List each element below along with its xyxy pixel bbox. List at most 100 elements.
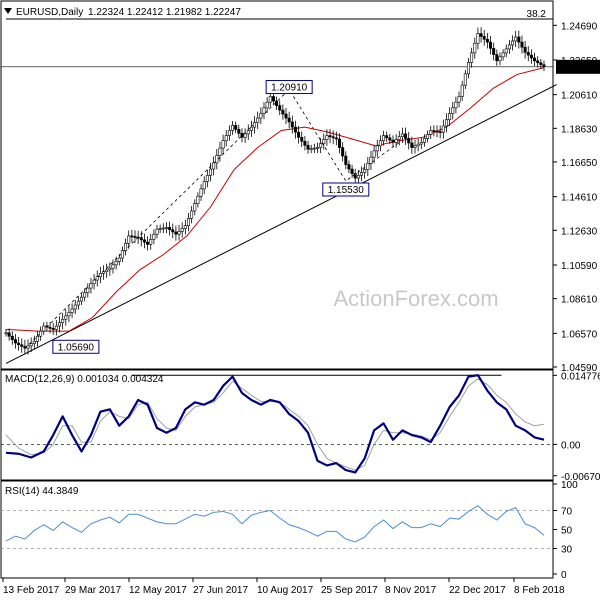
candle-body: [139, 237, 143, 241]
candle-body: [293, 126, 297, 133]
candle-body: [259, 113, 263, 119]
candle-body: [422, 138, 426, 143]
candle-body: [193, 203, 197, 212]
candle-body: [29, 343, 33, 347]
candle-body: [520, 41, 524, 48]
candle-body: [303, 140, 307, 146]
candle-body: [319, 143, 323, 148]
candle-body: [435, 130, 439, 133]
candle-body: [400, 133, 404, 138]
candle-body: [378, 140, 382, 147]
y-tick-label: 70: [561, 507, 573, 518]
candle-body: [20, 344, 24, 347]
candle-body: [281, 109, 285, 115]
candle-body: [249, 126, 253, 131]
candle-body: [312, 147, 316, 150]
annotation-label: 1.05690: [58, 342, 95, 353]
candle-body: [457, 96, 461, 103]
candle-body: [4, 332, 8, 335]
candle-body: [444, 119, 448, 127]
candle-body: [174, 231, 178, 235]
candle-body: [353, 173, 357, 179]
candle-body: [209, 168, 213, 176]
candle-body: [89, 283, 93, 289]
candle-body: [23, 346, 27, 349]
candle-body: [344, 155, 348, 165]
candle-body: [542, 64, 546, 68]
candle-body: [10, 335, 14, 340]
candle-body: [356, 174, 360, 179]
candle-body: [224, 135, 228, 142]
y-tick-label: -0.006705: [561, 472, 600, 483]
candle-body: [180, 228, 184, 232]
candle-body: [48, 326, 52, 329]
candle-body: [470, 52, 474, 63]
annotation-label: 1.15530: [328, 185, 365, 196]
macd-title: MACD(12,26,9) 0.001034 0.004324: [5, 374, 164, 385]
annotation-box: [52, 339, 100, 354]
candle-body: [136, 236, 140, 239]
candle-body: [70, 308, 74, 313]
candle-body: [32, 341, 36, 344]
y-tick-label: 1.08610: [561, 295, 598, 306]
y-tick-label: 50: [561, 526, 573, 537]
candle-body: [328, 135, 332, 138]
candle-body: [161, 227, 165, 230]
candle-body: [382, 135, 386, 142]
candle-body: [98, 273, 102, 278]
candle-body: [86, 287, 90, 293]
candle-body: [429, 130, 433, 135]
price-y-axis: 1.246901.226501.206101.186301.166501.146…: [553, 21, 600, 374]
candle-body: [102, 271, 106, 274]
candle-body: [473, 42, 477, 54]
y-tick-label: 0.014776: [561, 371, 600, 382]
candle-body: [441, 125, 445, 133]
candle-body: [190, 210, 194, 219]
last-price-badge: [556, 59, 600, 74]
candle-body: [369, 156, 373, 164]
candle-body: [482, 36, 486, 40]
annotation-box: [322, 182, 370, 197]
candle-body: [13, 339, 17, 344]
price-frame: [0, 0, 554, 370]
candle-body: [315, 147, 319, 149]
trendline: [5, 84, 557, 364]
x-tick-label: 12 May 2017: [129, 585, 187, 596]
x-tick-label: 13 Feb 2017: [3, 585, 60, 596]
macd-y-axis: 0.014776 0.00 -0.006705: [553, 371, 600, 483]
candle-body: [149, 239, 153, 245]
candle-body: [460, 84, 464, 97]
candle-body: [35, 335, 39, 342]
candle-body: [240, 133, 244, 138]
y-tick-label: 1.10590: [561, 261, 598, 272]
y-tick-label: 1.20610: [561, 91, 598, 102]
candle-body: [426, 134, 430, 139]
x-axis: 13 Feb 2017 29 Mar 2017 12 May 2017 27 Jun …: [2, 578, 565, 596]
x-tick-label: 8 Nov 2017: [385, 585, 437, 596]
candle-body: [337, 138, 341, 148]
candle-body: [105, 269, 109, 272]
candle-body: [73, 304, 77, 310]
candle-body: [83, 292, 87, 298]
candle-body: [397, 136, 401, 140]
y-tick-label: 1.16650: [561, 158, 598, 169]
candle-body: [171, 229, 175, 233]
candle-body: [284, 113, 288, 119]
candle-body: [164, 227, 168, 229]
rsi-panel: 100 70 50 30 0 RSI(14) 44.3849: [0, 480, 578, 581]
candle-body: [454, 101, 458, 109]
candle-body: [526, 52, 530, 56]
candle-body: [186, 218, 190, 227]
candle-body: [253, 122, 257, 128]
candle-body: [237, 129, 241, 134]
candle-body: [146, 241, 150, 245]
candle-body: [51, 327, 55, 330]
macd-panel: 0.014776 0.00 -0.006705 MACD(12,26,9) 0.00…: [0, 369, 600, 483]
candle-body: [234, 125, 238, 130]
candle-body: [76, 300, 80, 306]
candle-body: [227, 130, 231, 136]
last-price-label: 1.22247: [559, 63, 596, 74]
candle-body: [529, 54, 533, 59]
candle-body: [451, 107, 455, 114]
candle-body: [419, 142, 423, 145]
